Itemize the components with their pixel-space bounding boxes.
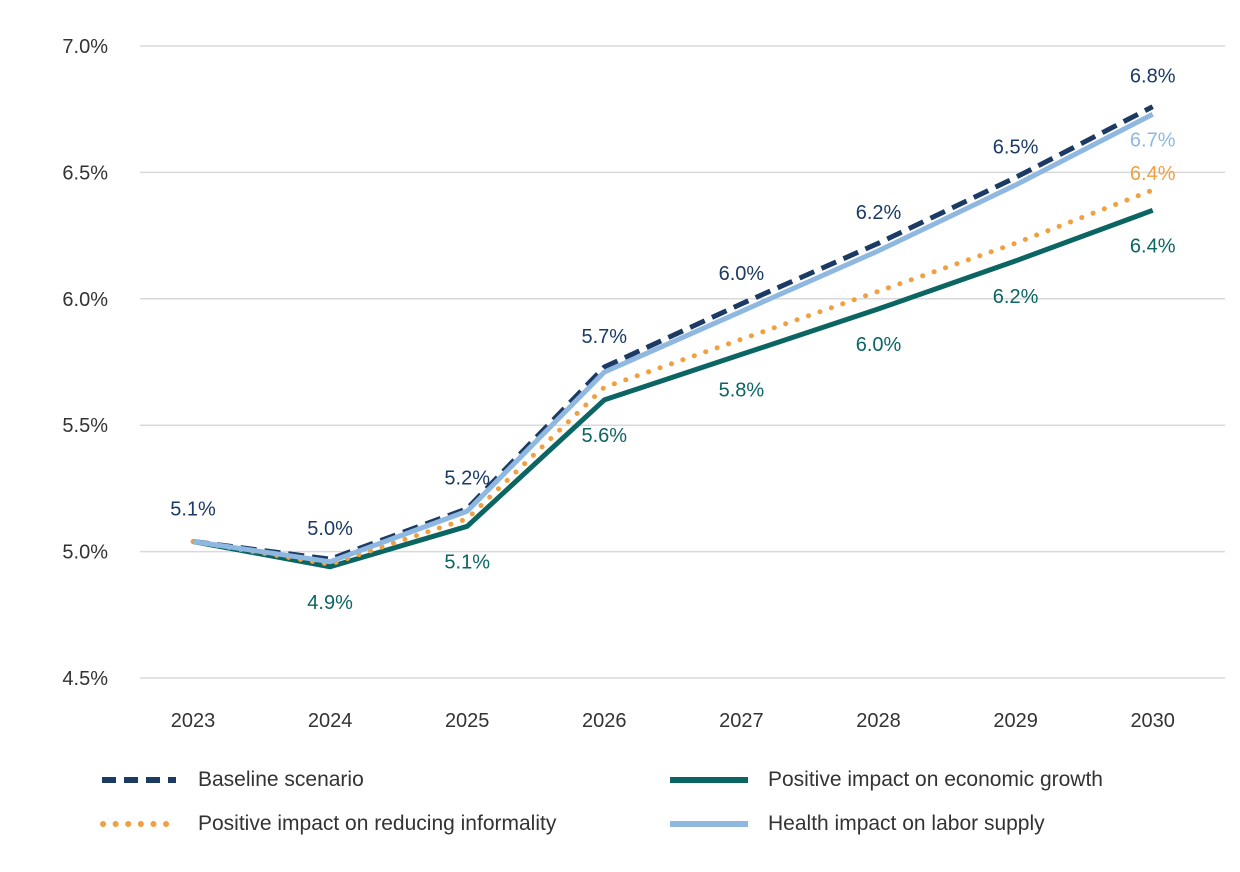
x-tick-label: 2030: [1130, 710, 1175, 732]
y-tick-label: 6.5%: [62, 162, 108, 184]
data-label: 5.1%: [444, 551, 490, 573]
data-label: 5.6%: [582, 425, 628, 447]
data-label: 6.8%: [1130, 66, 1176, 88]
data-label: 5.0%: [307, 518, 353, 540]
y-tick-label: 4.5%: [62, 668, 108, 690]
x-axis-ticks: 2023 2024 2025 2026 2027 2028 2029 2030: [171, 710, 1175, 732]
gridlines: [140, 45, 1225, 679]
data-label: 4.9%: [307, 592, 353, 614]
y-axis-ticks: 4.5% 5.0% 5.5% 6.0% 6.5% 7.0%: [62, 36, 108, 690]
data-label: 5.8%: [719, 379, 765, 401]
x-tick-label: 2024: [308, 710, 353, 732]
series-line: [192, 112, 1154, 565]
data-label: 5.7%: [582, 326, 628, 348]
series-line: [192, 207, 1154, 570]
y-tick-label: 5.5%: [62, 415, 108, 437]
data-labels: 5.1% 5.0% 5.2% 5.7% 6.0% 6.2% 6.5% 6.8% 4.9% 5.1%…: [170, 66, 1176, 614]
x-tick-label: 2025: [445, 710, 490, 732]
data-label: 6.4%: [1130, 235, 1176, 257]
data-label: 5.1%: [170, 498, 216, 520]
series-lines: [190, 104, 1156, 570]
data-label: 6.2%: [993, 286, 1039, 308]
x-tick-label: 2023: [171, 710, 216, 732]
x-tick-label: 2028: [856, 710, 901, 732]
y-tick-label: 6.0%: [62, 289, 108, 311]
x-tick-label: 2029: [993, 710, 1038, 732]
data-label: 6.0%: [856, 334, 902, 356]
y-tick-label: 7.0%: [62, 36, 108, 58]
series-line: [190, 187, 1156, 567]
x-tick-label: 2027: [719, 710, 764, 732]
data-label: 6.7%: [1130, 129, 1176, 151]
data-label: 6.0%: [719, 263, 765, 285]
series-line: [192, 104, 1154, 562]
data-label: 6.4%: [1130, 163, 1176, 185]
x-tick-label: 2026: [582, 710, 627, 732]
data-label: 5.2%: [444, 468, 490, 490]
data-label: 6.2%: [856, 202, 902, 224]
data-label: 6.5%: [993, 136, 1039, 158]
y-tick-label: 5.0%: [62, 542, 108, 564]
